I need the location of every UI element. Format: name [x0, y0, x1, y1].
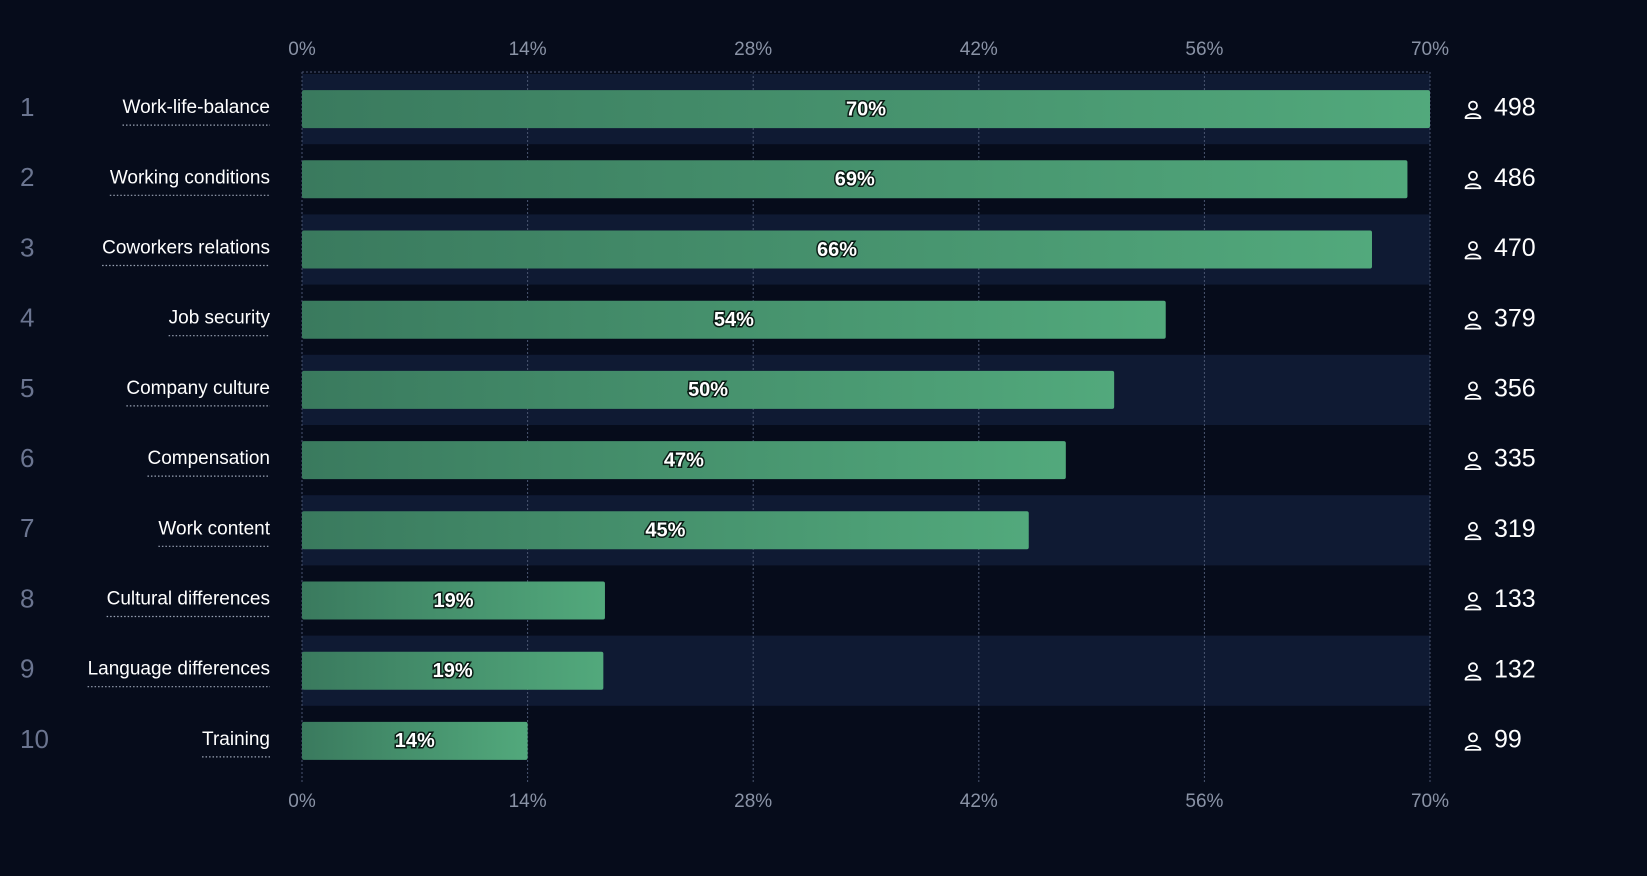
person-icon — [1464, 170, 1482, 190]
value-label: 54% — [714, 309, 754, 331]
category-label: Company culture — [126, 378, 270, 399]
respondent-count: 498 — [1494, 94, 1536, 122]
person-icon — [1464, 662, 1482, 681]
x-tick-label-top: 28% — [734, 39, 772, 60]
rank: 2 — [20, 162, 34, 192]
bar — [302, 160, 1408, 199]
category-label: Coworkers relations — [102, 238, 270, 259]
rank: 10 — [20, 724, 49, 754]
value-label: 47% — [664, 449, 704, 471]
bar — [302, 651, 604, 690]
person-icon — [1464, 592, 1482, 611]
x-tick-label-bottom: 0% — [288, 791, 316, 812]
value-label: 70% — [846, 98, 886, 120]
bar — [302, 581, 605, 620]
person-icon — [1464, 100, 1482, 119]
bars — [302, 90, 1430, 760]
respondent-count: 356 — [1494, 375, 1536, 403]
respondent-count: 319 — [1494, 515, 1536, 543]
x-tick-label-bottom: 70% — [1411, 791, 1449, 812]
person-icon — [1464, 241, 1482, 260]
value-label: 45% — [645, 520, 685, 542]
respondent-count: 133 — [1494, 585, 1536, 613]
person-icon — [1464, 521, 1482, 541]
rank: 4 — [20, 303, 34, 333]
value-label: 14% — [395, 730, 435, 752]
rank: 3 — [20, 232, 34, 262]
rank: 6 — [20, 443, 34, 473]
respondent-count: 132 — [1494, 655, 1536, 683]
category-label: Cultural differences — [107, 589, 270, 610]
value-label: 19% — [433, 660, 473, 682]
bar — [302, 230, 1372, 269]
category-label: Work content — [158, 518, 270, 539]
bar — [302, 300, 1166, 339]
respondent-count: 470 — [1494, 234, 1536, 262]
respondent-count: 486 — [1494, 164, 1536, 192]
person-icon — [1464, 451, 1482, 471]
category-label: Language differences — [88, 659, 270, 680]
person-icon — [1464, 381, 1482, 400]
category-label: Working conditions — [110, 167, 270, 188]
rank: 8 — [20, 583, 34, 613]
person-icon — [1464, 732, 1482, 751]
category-label: Compensation — [147, 448, 270, 469]
respondent-count: 99 — [1494, 726, 1522, 754]
rank: 1 — [20, 92, 34, 122]
value-label: 66% — [817, 239, 857, 261]
respondent-count: 379 — [1494, 304, 1536, 332]
category-label: Work-life-balance — [123, 97, 270, 118]
value-label: 69% — [835, 169, 875, 191]
x-tick-label-bottom: 14% — [509, 791, 547, 812]
x-tick-label-bottom: 56% — [1185, 791, 1223, 812]
person-icon — [1464, 311, 1482, 330]
x-tick-label-top: 56% — [1185, 39, 1223, 60]
bar — [302, 441, 1066, 480]
rank: 7 — [20, 513, 34, 543]
x-tick-label-top: 0% — [288, 39, 316, 60]
x-tick-label-bottom: 28% — [734, 791, 772, 812]
category-label: Job security — [169, 308, 271, 329]
x-tick-label-top: 70% — [1411, 39, 1449, 60]
bar — [302, 511, 1029, 550]
x-tick-label-top: 42% — [960, 39, 998, 60]
value-label: 19% — [433, 590, 473, 612]
category-label: Training — [202, 729, 270, 750]
x-tick-label-bottom: 42% — [960, 791, 998, 812]
bar — [302, 721, 528, 760]
value-label: 50% — [688, 379, 728, 401]
bar — [302, 370, 1115, 409]
rank: 5 — [20, 373, 34, 403]
rank: 9 — [20, 654, 34, 684]
respondent-count: 335 — [1494, 445, 1536, 473]
bar — [302, 90, 1430, 129]
x-tick-label-top: 14% — [509, 39, 547, 60]
